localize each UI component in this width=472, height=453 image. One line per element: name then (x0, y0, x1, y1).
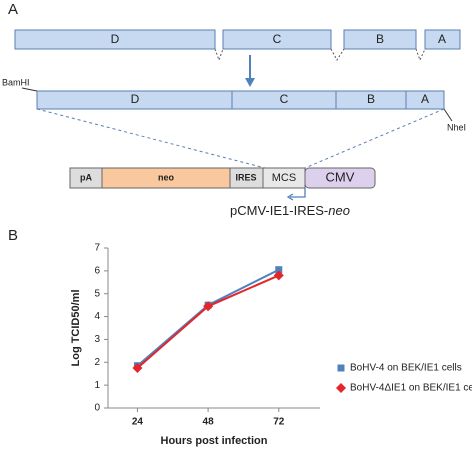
x-tick-label: 72 (273, 417, 285, 428)
y-tick-label: 4 (94, 311, 100, 322)
panel-label: B (8, 227, 18, 244)
segment-label: C (273, 32, 282, 46)
marker (273, 270, 284, 281)
segment (222, 29, 332, 50)
y-axis-label: Log TCID50/ml (70, 289, 82, 366)
site-label: BamHI (2, 77, 30, 87)
y-tick-label: 6 (94, 265, 100, 276)
segment-label: C (280, 92, 289, 106)
segment-label: D (131, 92, 140, 106)
x-tick-label: 48 (203, 417, 215, 428)
marker (203, 301, 214, 312)
panel-label: A (8, 1, 18, 18)
segment-label: D (111, 32, 120, 46)
plasmid-label: CMV (326, 169, 355, 184)
promoter-arrow (290, 188, 306, 198)
series-line (136, 274, 280, 369)
plasmid-label: MCS (272, 172, 296, 184)
y-tick-label: 2 (94, 357, 100, 368)
splice (214, 48, 426, 62)
legend-label: BoHV-4 on BEK/IE1 cells (350, 363, 462, 374)
segment (424, 29, 461, 50)
genome-top-row: D C B A (14, 29, 461, 62)
plasmid-name-part: pCMV-IE1-IRES- (230, 203, 328, 218)
site-line (21, 87, 38, 92)
y-tick-label: 0 (94, 403, 100, 414)
y-tick-label: 3 (94, 334, 100, 345)
y-tick-label: 5 (94, 288, 100, 299)
segment (14, 29, 216, 50)
segment-label: B (367, 92, 375, 106)
x-tick-label: 24 (132, 417, 144, 428)
plasmid-label: IRES (235, 172, 256, 182)
dashed-guide (36, 108, 445, 169)
plasmid-name: pCMV-IE1-IRES-neo (230, 203, 350, 218)
marker (337, 364, 345, 372)
plasmid: pA neo IRES MCS CMV (69, 167, 376, 189)
marker (336, 383, 346, 393)
plasmid-name-part: neo (328, 203, 350, 218)
insert-row: D C B A (36, 90, 445, 110)
segment-label: A (438, 32, 446, 46)
marker (275, 266, 283, 274)
marker (132, 363, 143, 373)
y-tick-label: 7 (94, 243, 100, 254)
segment-label: A (421, 92, 429, 106)
promoter-arrow-head (286, 193, 294, 201)
segment (405, 90, 445, 110)
site-label: NheI (447, 122, 466, 132)
segment-label: B (376, 32, 384, 46)
segment (343, 29, 417, 50)
plasmid-label: neo (158, 172, 175, 182)
y-tick-label: 1 (94, 380, 100, 391)
site-line (443, 108, 453, 122)
x-axis-label: Hours post infection (161, 435, 268, 447)
plasmid-part (304, 167, 376, 189)
plasmid-label: pA (80, 172, 92, 182)
arrow-head (245, 78, 255, 87)
legend-label: BoHV-4ΔIE1 on BEK/IE1 cells (350, 383, 472, 394)
